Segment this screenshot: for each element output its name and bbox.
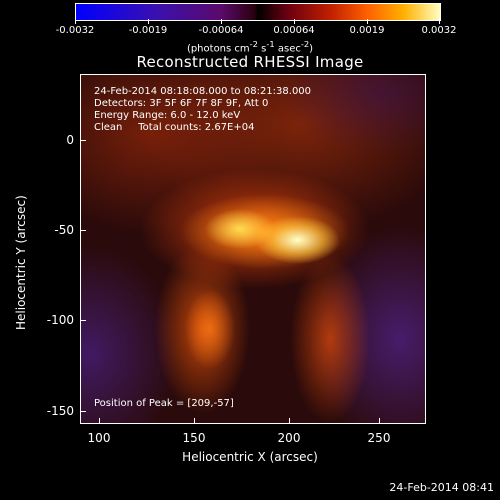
peak-position: Position of Peak = [209,-57] xyxy=(94,398,234,409)
x-tick-label: 200 xyxy=(277,431,301,445)
info-line-detectors: Detectors: 3F 5F 6F 7F 8F 9F, Att 0 xyxy=(94,98,269,109)
colorbar-tick-label: 0.0019 xyxy=(349,25,385,36)
info-line-counts: Clean Total counts: 2.67E+04 xyxy=(94,122,255,133)
info-line-energy: Energy Range: 6.0 - 12.0 keV xyxy=(94,110,241,121)
colorbar-tick-mark xyxy=(439,19,440,24)
y-tick-mark xyxy=(80,411,86,412)
info-line-time: 24-Feb-2014 08:18:08.000 to 08:21:38.000 xyxy=(94,86,312,97)
colorbar xyxy=(75,3,441,21)
colorbar-tick-label: 0.00064 xyxy=(273,25,315,36)
x-tick-mark xyxy=(289,418,290,424)
colorbar-tick-mark xyxy=(367,19,368,24)
colorbar-tick-label: -0.0019 xyxy=(128,25,168,36)
colorbar-tick-label: 0.0032 xyxy=(421,25,457,36)
y-axis-label: Heliocentric Y (arcsec) xyxy=(14,195,28,330)
x-tick-label: 100 xyxy=(87,431,111,445)
colorbar-tick-mark xyxy=(75,19,76,24)
colorbar-tick-label: -0.00064 xyxy=(198,25,244,36)
y-tick-mark xyxy=(80,230,86,231)
x-axis-label: Heliocentric X (arcsec) xyxy=(182,450,318,464)
rhessi-image xyxy=(80,74,426,424)
colorbar-units: (photons cm-2 s-1 asec-2) xyxy=(186,39,314,55)
colorbar-tick-mark xyxy=(221,19,222,24)
y-tick-label: 0 xyxy=(66,133,74,147)
y-tick-mark xyxy=(80,320,86,321)
plot-title: Reconstructed RHESSI Image xyxy=(136,53,364,71)
y-tick-label: -150 xyxy=(46,404,74,418)
generation-timestamp: 24-Feb-2014 08:41 xyxy=(389,481,494,494)
y-tick-mark xyxy=(80,140,86,141)
x-tick-mark xyxy=(379,418,380,424)
y-tick-label: -50 xyxy=(54,223,74,237)
colorbar-tick-label: -0.0032 xyxy=(55,25,95,36)
colorbar-tick-mark xyxy=(148,19,149,24)
x-tick-label: 150 xyxy=(182,431,206,445)
x-tick-mark xyxy=(99,418,100,424)
colorbar-tick-mark xyxy=(294,19,295,24)
x-tick-mark xyxy=(194,418,195,424)
y-tick-label: -100 xyxy=(46,313,74,327)
x-tick-label: 250 xyxy=(367,431,391,445)
